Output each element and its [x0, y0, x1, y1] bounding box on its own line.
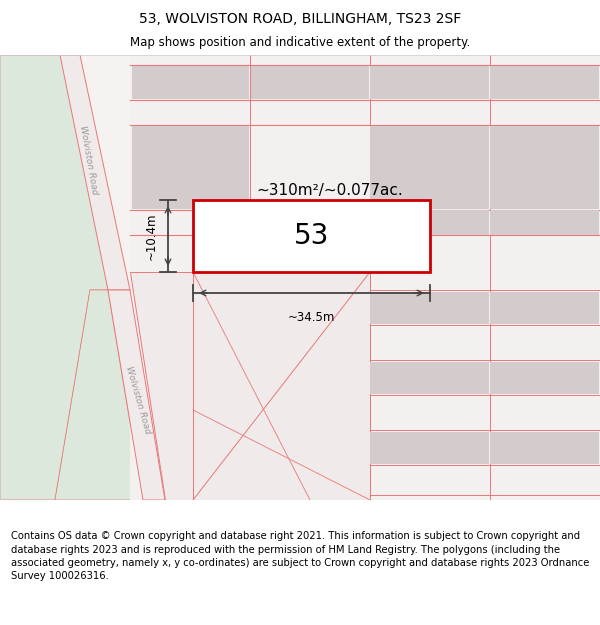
Polygon shape	[108, 290, 165, 500]
Bar	[490, 66, 599, 99]
Bar	[370, 126, 489, 209]
Text: 53, WOLVISTON ROAD, BILLINGHAM, TS23 2SF: 53, WOLVISTON ROAD, BILLINGHAM, TS23 2SF	[139, 12, 461, 26]
Bar	[490, 210, 599, 235]
Bar	[130, 55, 600, 500]
Bar	[370, 362, 489, 394]
Bar	[193, 200, 430, 272]
Bar	[370, 432, 489, 464]
Bar	[490, 432, 599, 464]
Text: 53: 53	[294, 222, 329, 250]
Polygon shape	[0, 55, 80, 500]
Polygon shape	[193, 272, 370, 500]
Text: Contains OS data © Crown copyright and database right 2021. This information is : Contains OS data © Crown copyright and d…	[11, 531, 589, 581]
Bar	[370, 66, 489, 99]
Bar	[490, 292, 599, 324]
Polygon shape	[0, 55, 60, 330]
Bar	[370, 292, 489, 324]
Text: ~34.5m: ~34.5m	[288, 311, 335, 324]
Polygon shape	[55, 290, 143, 500]
Text: Wolviston Road: Wolviston Road	[79, 125, 100, 195]
Bar	[132, 66, 249, 99]
Bar	[251, 66, 369, 99]
Bar	[490, 126, 599, 209]
Bar	[132, 126, 249, 209]
Text: ~310m²/~0.077ac.: ~310m²/~0.077ac.	[257, 182, 403, 198]
Text: ~10.4m: ~10.4m	[145, 213, 158, 260]
Polygon shape	[60, 55, 130, 290]
Bar	[490, 362, 599, 394]
Bar	[370, 210, 489, 235]
Text: Map shows position and indicative extent of the property.: Map shows position and indicative extent…	[130, 36, 470, 49]
Text: Wolviston Road: Wolviston Road	[124, 365, 152, 435]
Polygon shape	[130, 272, 193, 500]
Polygon shape	[0, 55, 108, 500]
